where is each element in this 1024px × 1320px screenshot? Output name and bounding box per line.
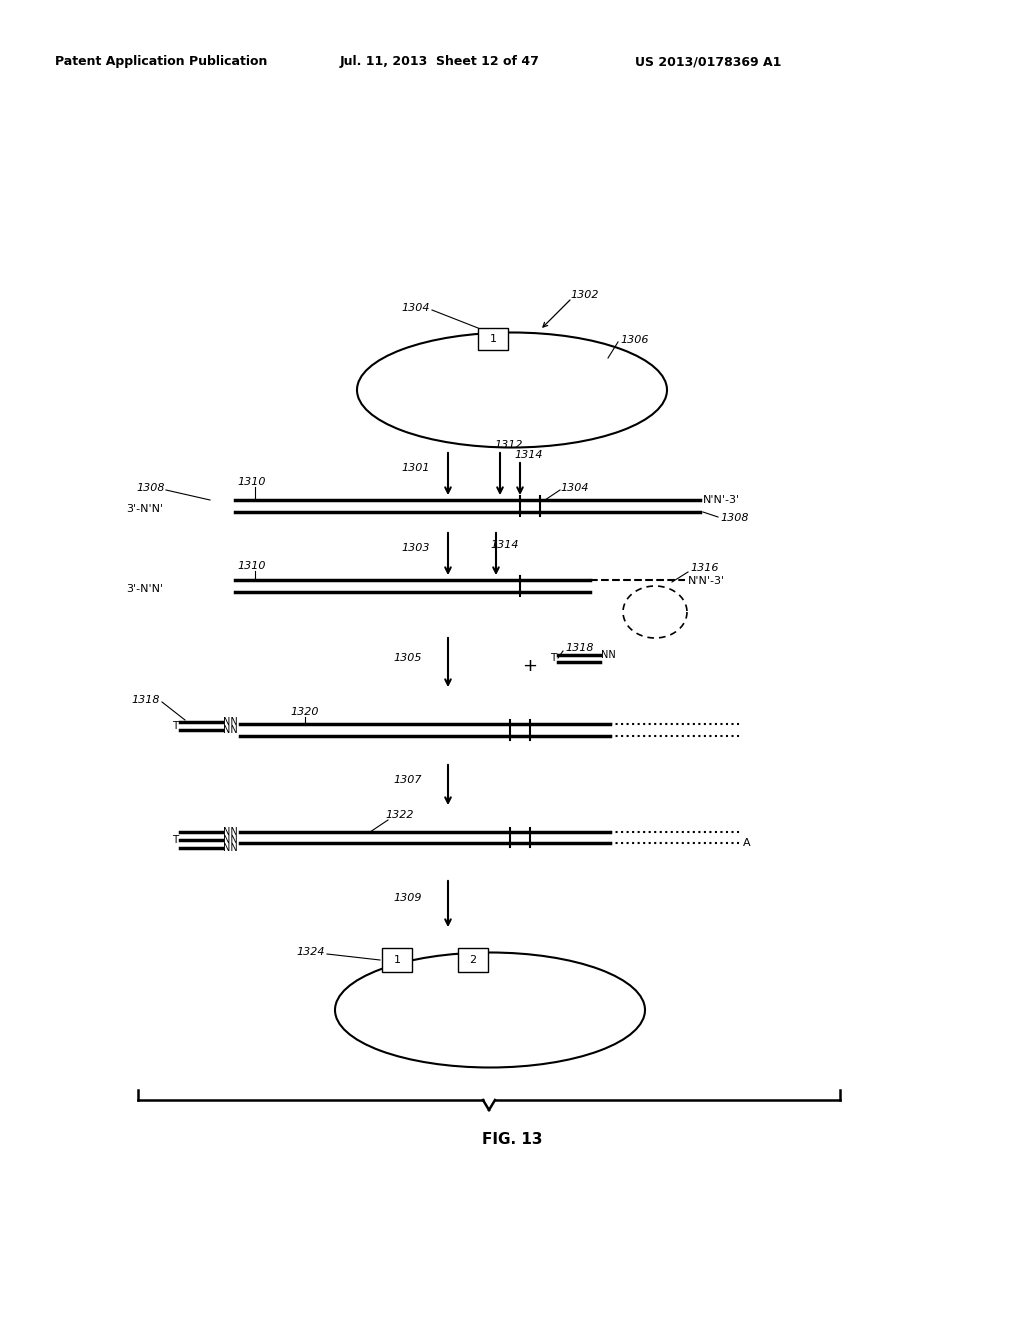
Text: T: T xyxy=(172,721,178,731)
Text: 1316: 1316 xyxy=(690,564,719,573)
Text: 1314: 1314 xyxy=(490,540,518,550)
Text: NN: NN xyxy=(223,836,238,845)
Text: 1314: 1314 xyxy=(514,450,543,459)
Text: 1303: 1303 xyxy=(401,543,430,553)
Text: NN: NN xyxy=(223,828,238,837)
Text: T: T xyxy=(550,653,556,663)
Text: 1308: 1308 xyxy=(136,483,165,492)
Text: NN: NN xyxy=(601,649,615,660)
Text: 1310: 1310 xyxy=(237,561,265,572)
Text: +: + xyxy=(522,657,538,675)
Text: 1: 1 xyxy=(489,334,497,345)
Text: 2: 2 xyxy=(469,954,476,965)
Text: 1306: 1306 xyxy=(620,335,648,345)
FancyBboxPatch shape xyxy=(382,948,412,972)
Text: 1301: 1301 xyxy=(401,463,430,473)
Text: A: A xyxy=(743,838,751,847)
Text: Jul. 11, 2013  Sheet 12 of 47: Jul. 11, 2013 Sheet 12 of 47 xyxy=(340,55,540,69)
Text: 1310: 1310 xyxy=(237,477,265,487)
Text: 1304: 1304 xyxy=(560,483,589,492)
Text: 1312: 1312 xyxy=(494,440,522,450)
Text: N'N'-3': N'N'-3' xyxy=(703,495,740,506)
Text: 1320: 1320 xyxy=(290,708,318,717)
Text: 1308: 1308 xyxy=(720,513,749,523)
Text: NN: NN xyxy=(223,843,238,853)
Text: 1304: 1304 xyxy=(401,304,430,313)
Text: N'N'-3': N'N'-3' xyxy=(688,576,725,586)
Text: 3'-N'N': 3'-N'N' xyxy=(126,583,163,594)
Text: US 2013/0178369 A1: US 2013/0178369 A1 xyxy=(635,55,781,69)
Text: T: T xyxy=(172,836,178,845)
Text: 1307: 1307 xyxy=(393,775,422,785)
Text: NN: NN xyxy=(223,725,238,735)
FancyBboxPatch shape xyxy=(458,948,488,972)
Text: 1318: 1318 xyxy=(131,696,160,705)
Text: FIG. 13: FIG. 13 xyxy=(481,1133,543,1147)
Text: 1: 1 xyxy=(393,954,400,965)
Text: 1305: 1305 xyxy=(393,653,422,663)
Text: 1318: 1318 xyxy=(565,643,594,653)
FancyBboxPatch shape xyxy=(478,327,508,350)
Text: 1302: 1302 xyxy=(570,290,598,300)
Text: 1324: 1324 xyxy=(297,946,325,957)
Text: 3'-N'N': 3'-N'N' xyxy=(126,504,163,513)
Text: NN: NN xyxy=(223,717,238,727)
Text: 1309: 1309 xyxy=(393,894,422,903)
Text: Patent Application Publication: Patent Application Publication xyxy=(55,55,267,69)
Text: 1322: 1322 xyxy=(385,810,414,820)
